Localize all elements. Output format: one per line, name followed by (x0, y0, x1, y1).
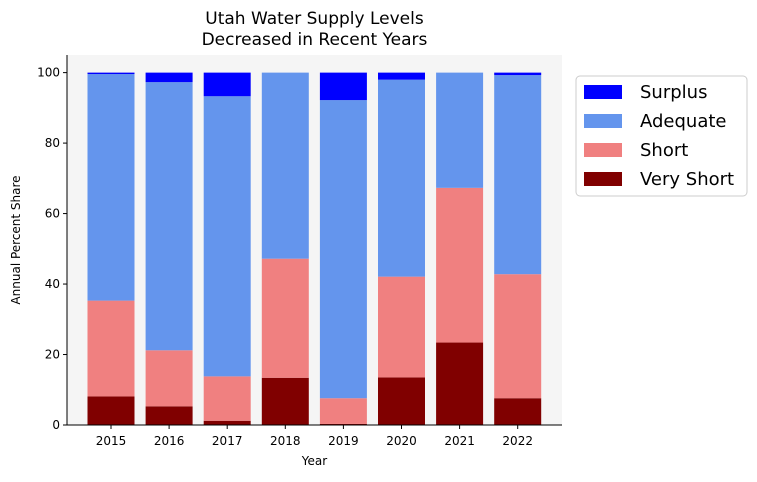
x-tick-label: 2017 (212, 434, 243, 448)
y-tick-label: 100 (37, 66, 60, 80)
bar-short-2019 (319, 398, 367, 424)
legend-swatch-very-short (584, 172, 622, 186)
bar-adequate-2016 (145, 82, 193, 351)
legend-frame (575, 75, 748, 197)
bar-very-short-2017 (203, 420, 251, 425)
bar-short-2022 (494, 274, 542, 399)
bar-very-short-2020 (378, 377, 425, 425)
x-tick-label: 2020 (386, 434, 417, 448)
bar-adequate-2020 (378, 79, 425, 277)
x-tick-label: 2021 (444, 434, 475, 448)
bar-very-short-2018 (261, 377, 309, 425)
x-axis-label: Year (301, 454, 327, 468)
bar-very-short-2019 (319, 423, 367, 425)
y-tick-label: 20 (45, 348, 60, 362)
x-tick-label: 2022 (502, 434, 533, 448)
x-tick-label: 2018 (270, 434, 301, 448)
plot-background (67, 55, 562, 425)
bar-surplus-2017 (203, 72, 251, 97)
bar-adequate-2018 (261, 72, 309, 259)
bar-surplus-2019 (319, 72, 367, 101)
legend: Surplus Adequate Short Very Short (575, 75, 748, 197)
bar-surplus-2016 (145, 72, 193, 83)
legend-swatch-surplus (584, 85, 622, 99)
bars (87, 72, 542, 425)
bar-surplus-2020 (378, 72, 425, 80)
legend-swatch-adequate (584, 114, 622, 128)
chart-title: Utah Water Supply Levels Decreased in Rec… (202, 9, 428, 50)
legend-label-short: Short (640, 140, 688, 161)
y-tick-label: 40 (45, 277, 60, 291)
bar-adequate-2019 (319, 100, 367, 399)
bar-adequate-2022 (494, 75, 542, 275)
legend-label-surplus: Surplus (640, 82, 707, 103)
bar-adequate-2017 (203, 96, 251, 377)
x-tick-label: 2016 (154, 434, 185, 448)
legend-label-adequate: Adequate (640, 111, 727, 132)
y-tick-label: 0 (52, 418, 60, 432)
bar-very-short-2022 (494, 398, 542, 425)
bar-very-short-2021 (436, 342, 484, 425)
x-tick-label: 2019 (328, 434, 359, 448)
bar-very-short-2015 (87, 396, 135, 425)
axes: 0 20 40 60 80 100 2015 2016 2017 2018 2019 2020 2021… (37, 55, 562, 448)
y-tick-label: 60 (45, 207, 60, 221)
bar-very-short-2016 (145, 406, 193, 425)
legend-label-very-short: Very Short (640, 169, 734, 190)
bar-surplus-2022 (494, 72, 542, 76)
bar-short-2020 (378, 276, 425, 378)
bar-short-2017 (203, 376, 251, 421)
bar-surplus-2015 (87, 72, 135, 75)
bar-short-2015 (87, 300, 135, 397)
bar-short-2018 (261, 258, 309, 378)
bar-adequate-2015 (87, 74, 135, 301)
legend-swatch-short (584, 143, 622, 157)
x-tick-label: 2015 (96, 434, 127, 448)
y-tick-label: 80 (45, 136, 60, 150)
bar-adequate-2021 (436, 72, 484, 188)
y-axis-label: Annual Percent Share (9, 175, 23, 304)
bar-short-2021 (436, 187, 484, 343)
bar-short-2016 (145, 350, 193, 407)
